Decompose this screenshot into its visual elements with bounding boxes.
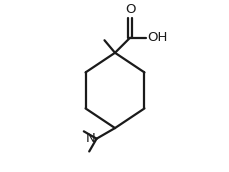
Text: N: N: [85, 132, 95, 145]
Text: O: O: [124, 3, 135, 16]
Text: OH: OH: [147, 31, 167, 44]
